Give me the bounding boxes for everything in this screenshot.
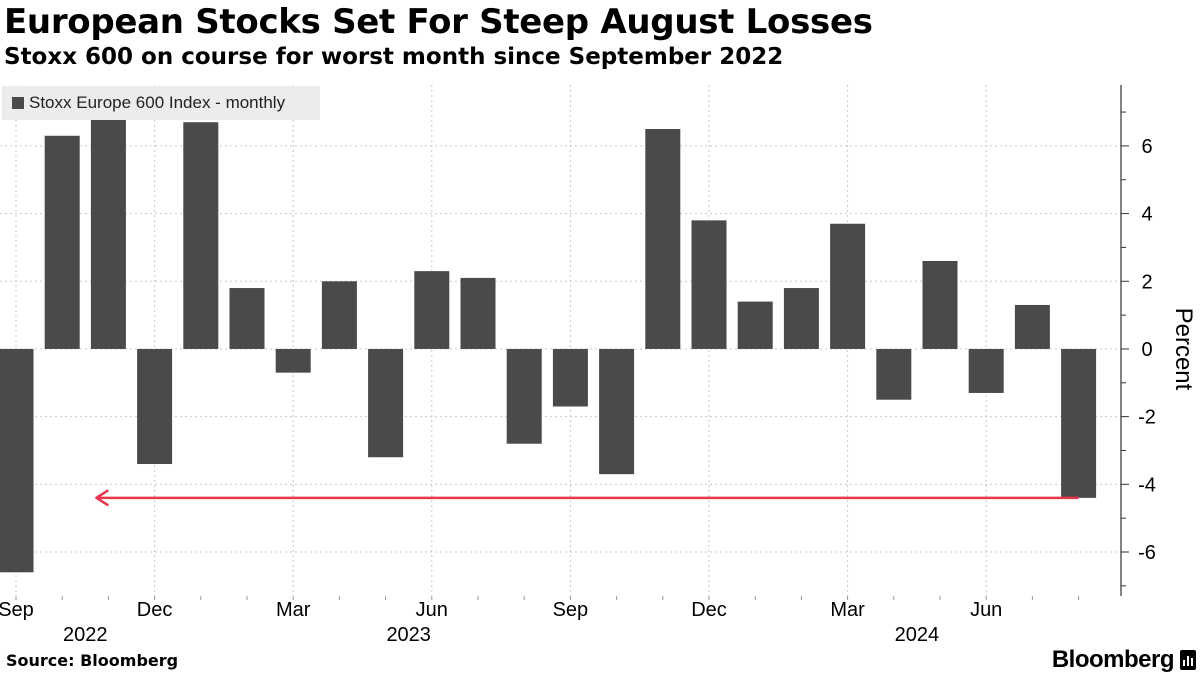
x-tick-label: Mar (276, 599, 311, 621)
bars (0, 118, 1097, 573)
y-tick-label: -6 (1138, 542, 1156, 564)
bar (968, 348, 1004, 393)
legend: Stoxx Europe 600 Index - monthly (2, 86, 320, 120)
legend-label: Stoxx Europe 600 Index - monthly (29, 93, 286, 112)
y-tick-label: 2 (1141, 271, 1152, 293)
bar (599, 348, 635, 475)
x-year-label: 2023 (386, 624, 431, 646)
x-tick-label: Mar (830, 599, 865, 621)
x-tick-label: Sep (553, 599, 589, 621)
bar (830, 223, 866, 349)
y-tick-label: 4 (1141, 204, 1152, 226)
bar (737, 301, 773, 349)
bar (552, 348, 588, 407)
legend-swatch (12, 97, 24, 109)
annotation-arrow (95, 489, 1079, 507)
bar (460, 277, 496, 349)
x-tick-label: Sep (0, 599, 34, 621)
bar (783, 288, 819, 349)
y-tick-label: -4 (1138, 474, 1156, 496)
bar (275, 348, 311, 373)
bar (321, 281, 357, 349)
bar (0, 348, 34, 573)
bar (691, 220, 727, 349)
brand-logo: Bloomberg (1052, 646, 1196, 674)
x-tick-label: Jun (970, 599, 1002, 621)
y-tick-label: -2 (1138, 407, 1156, 429)
axes: -6 -4 -2 0 2 4 6 Sep Dec Mar Jun Sep Dec Mar Jun 2022 20… (0, 85, 1156, 646)
bar (90, 118, 126, 349)
bloomberg-chart-icon (1180, 650, 1196, 670)
bar (922, 260, 958, 349)
y-tick-label: 6 (1141, 136, 1152, 158)
x-year-label: 2022 (63, 624, 108, 646)
bar (368, 348, 404, 458)
chart-title: European Stocks Set For Steep August Los… (4, 2, 873, 42)
y-tick-label: 0 (1141, 339, 1152, 361)
x-tick-label: Dec (137, 599, 173, 621)
bar (183, 122, 219, 349)
brand-wordmark: Bloomberg (1051, 646, 1175, 673)
bar (506, 348, 542, 444)
x-year-label: 2024 (895, 624, 940, 646)
x-tick-label: Dec (691, 599, 727, 621)
x-tick-label: Jun (416, 599, 448, 621)
bar (876, 348, 912, 400)
arrow-head (95, 489, 109, 507)
bar (414, 271, 450, 349)
bar (137, 348, 173, 465)
y-axis-label: Percent (1170, 308, 1197, 391)
bar (1061, 348, 1097, 498)
bar (44, 135, 80, 349)
bar (645, 128, 681, 349)
bar (1014, 304, 1050, 349)
chart-subtitle: Stoxx 600 on course for worst month sinc… (4, 44, 784, 70)
source-note: Source: Bloomberg (6, 651, 179, 670)
bar (229, 288, 265, 349)
